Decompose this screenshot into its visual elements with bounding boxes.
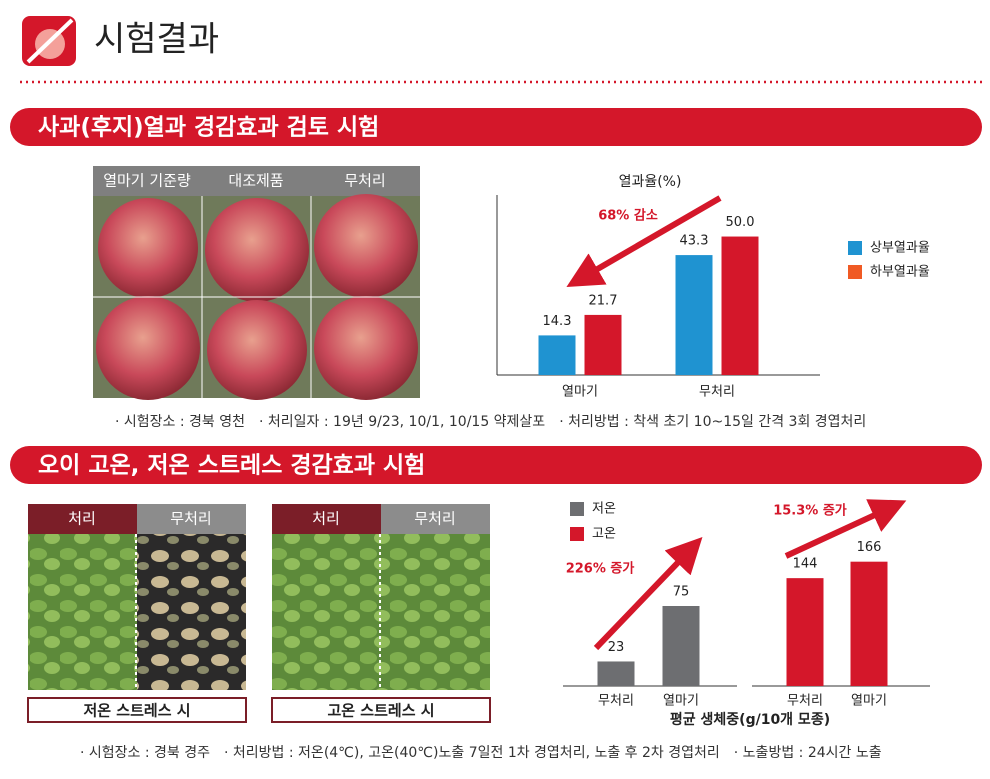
annotation-arrow <box>784 499 907 559</box>
annotation: 68% 감소 <box>598 209 658 224</box>
value-label: 144 <box>793 557 818 572</box>
bar <box>597 661 635 686</box>
chart-title: 열과율(%) <box>619 174 682 190</box>
notes: · 시험장소 : 경북 경주 · 처리방법 : 저온(4℃), 고온(40℃)노출… <box>80 745 882 761</box>
value-label: 50.0 <box>726 215 755 230</box>
legend-swatch <box>570 527 584 541</box>
x-tick-label: 무처리 <box>699 385 735 400</box>
annotation: 226% 증가 <box>566 562 635 577</box>
tab-label: 무처리 <box>170 510 211 528</box>
bar <box>786 578 824 686</box>
photo-header <box>93 166 420 196</box>
note: · 노출방법 : 24시간 노출 <box>734 745 882 761</box>
note: · 처리방법 : 저온(4℃), 고온(40℃)노출 7일전 1차 경엽처리, … <box>224 745 720 761</box>
section-title: 사과(후지)열과 경감효과 검토 시험 <box>38 115 379 141</box>
notes: · 시험장소 : 경북 영천 · 처리일자 : 19년 9/23, 10/1, 1… <box>115 414 866 430</box>
x-tick-label: 무처리 <box>598 694 634 709</box>
photo-label: 대조제품 <box>228 172 283 190</box>
legend-label: 저온 <box>592 502 616 517</box>
apple-photos <box>93 194 420 400</box>
tab-label: 무처리 <box>414 510 455 528</box>
tab-label: 처리 <box>312 510 340 528</box>
annotation-arrow <box>566 195 722 288</box>
legend-swatch <box>848 241 862 255</box>
bar <box>675 255 713 375</box>
section-banner <box>10 446 982 484</box>
bar <box>662 606 700 686</box>
legend-label: 하부열과율 <box>870 265 930 280</box>
photo-caption: 저온 스트레스 시 <box>83 702 190 720</box>
note: · 시험장소 : 경북 경주 <box>80 745 210 761</box>
bar <box>721 236 759 375</box>
x-tick-label: 무처리 <box>787 694 823 709</box>
section-title: 오이 고온, 저온 스트레스 경감효과 시험 <box>38 453 425 479</box>
photo-label: 열마기 기준량 <box>103 172 191 190</box>
cucumber-panel: 처리 무처리 저온 스트레스 시 <box>27 504 247 723</box>
legend-swatch <box>848 265 862 279</box>
bar <box>538 335 576 375</box>
annotation: 15.3% 증가 <box>773 504 847 519</box>
tab-label: 처리 <box>68 510 96 528</box>
value-label: 43.3 <box>680 234 709 249</box>
bar <box>584 314 622 375</box>
x-axis-label: 평균 생체중(g/10개 모종) <box>670 711 830 728</box>
cucumber-panel: 처리 무처리 고온 스트레스 시 <box>271 504 491 723</box>
value-label: 166 <box>857 540 882 555</box>
value-label: 75 <box>673 585 690 600</box>
bar <box>850 561 888 686</box>
note: · 처리방법 : 착색 초기 10~15일 간격 3회 경엽처리 <box>559 414 866 430</box>
legend-label: 상부열과율 <box>870 241 930 256</box>
photo-label: 무처리 <box>344 172 385 190</box>
annotation-arrow <box>593 537 703 651</box>
value-label: 21.7 <box>589 293 618 308</box>
note: · 시험장소 : 경북 영천 <box>115 414 245 430</box>
section-banner <box>10 108 982 146</box>
photo-caption: 고온 스트레스 시 <box>327 702 434 720</box>
x-tick-label: 열마기 <box>562 385 598 400</box>
legend-swatch <box>570 502 584 516</box>
legend-label: 고온 <box>592 527 616 542</box>
header-icon-slash <box>26 18 74 64</box>
page-title: 시험결과 <box>94 20 219 60</box>
x-tick-label: 열마기 <box>663 694 699 709</box>
x-tick-label: 열마기 <box>851 694 887 709</box>
value-label: 14.3 <box>543 314 572 329</box>
note: · 처리일자 : 19년 9/23, 10/1, 10/15 약제살포 <box>259 414 545 430</box>
value-label: 23 <box>608 640 625 655</box>
